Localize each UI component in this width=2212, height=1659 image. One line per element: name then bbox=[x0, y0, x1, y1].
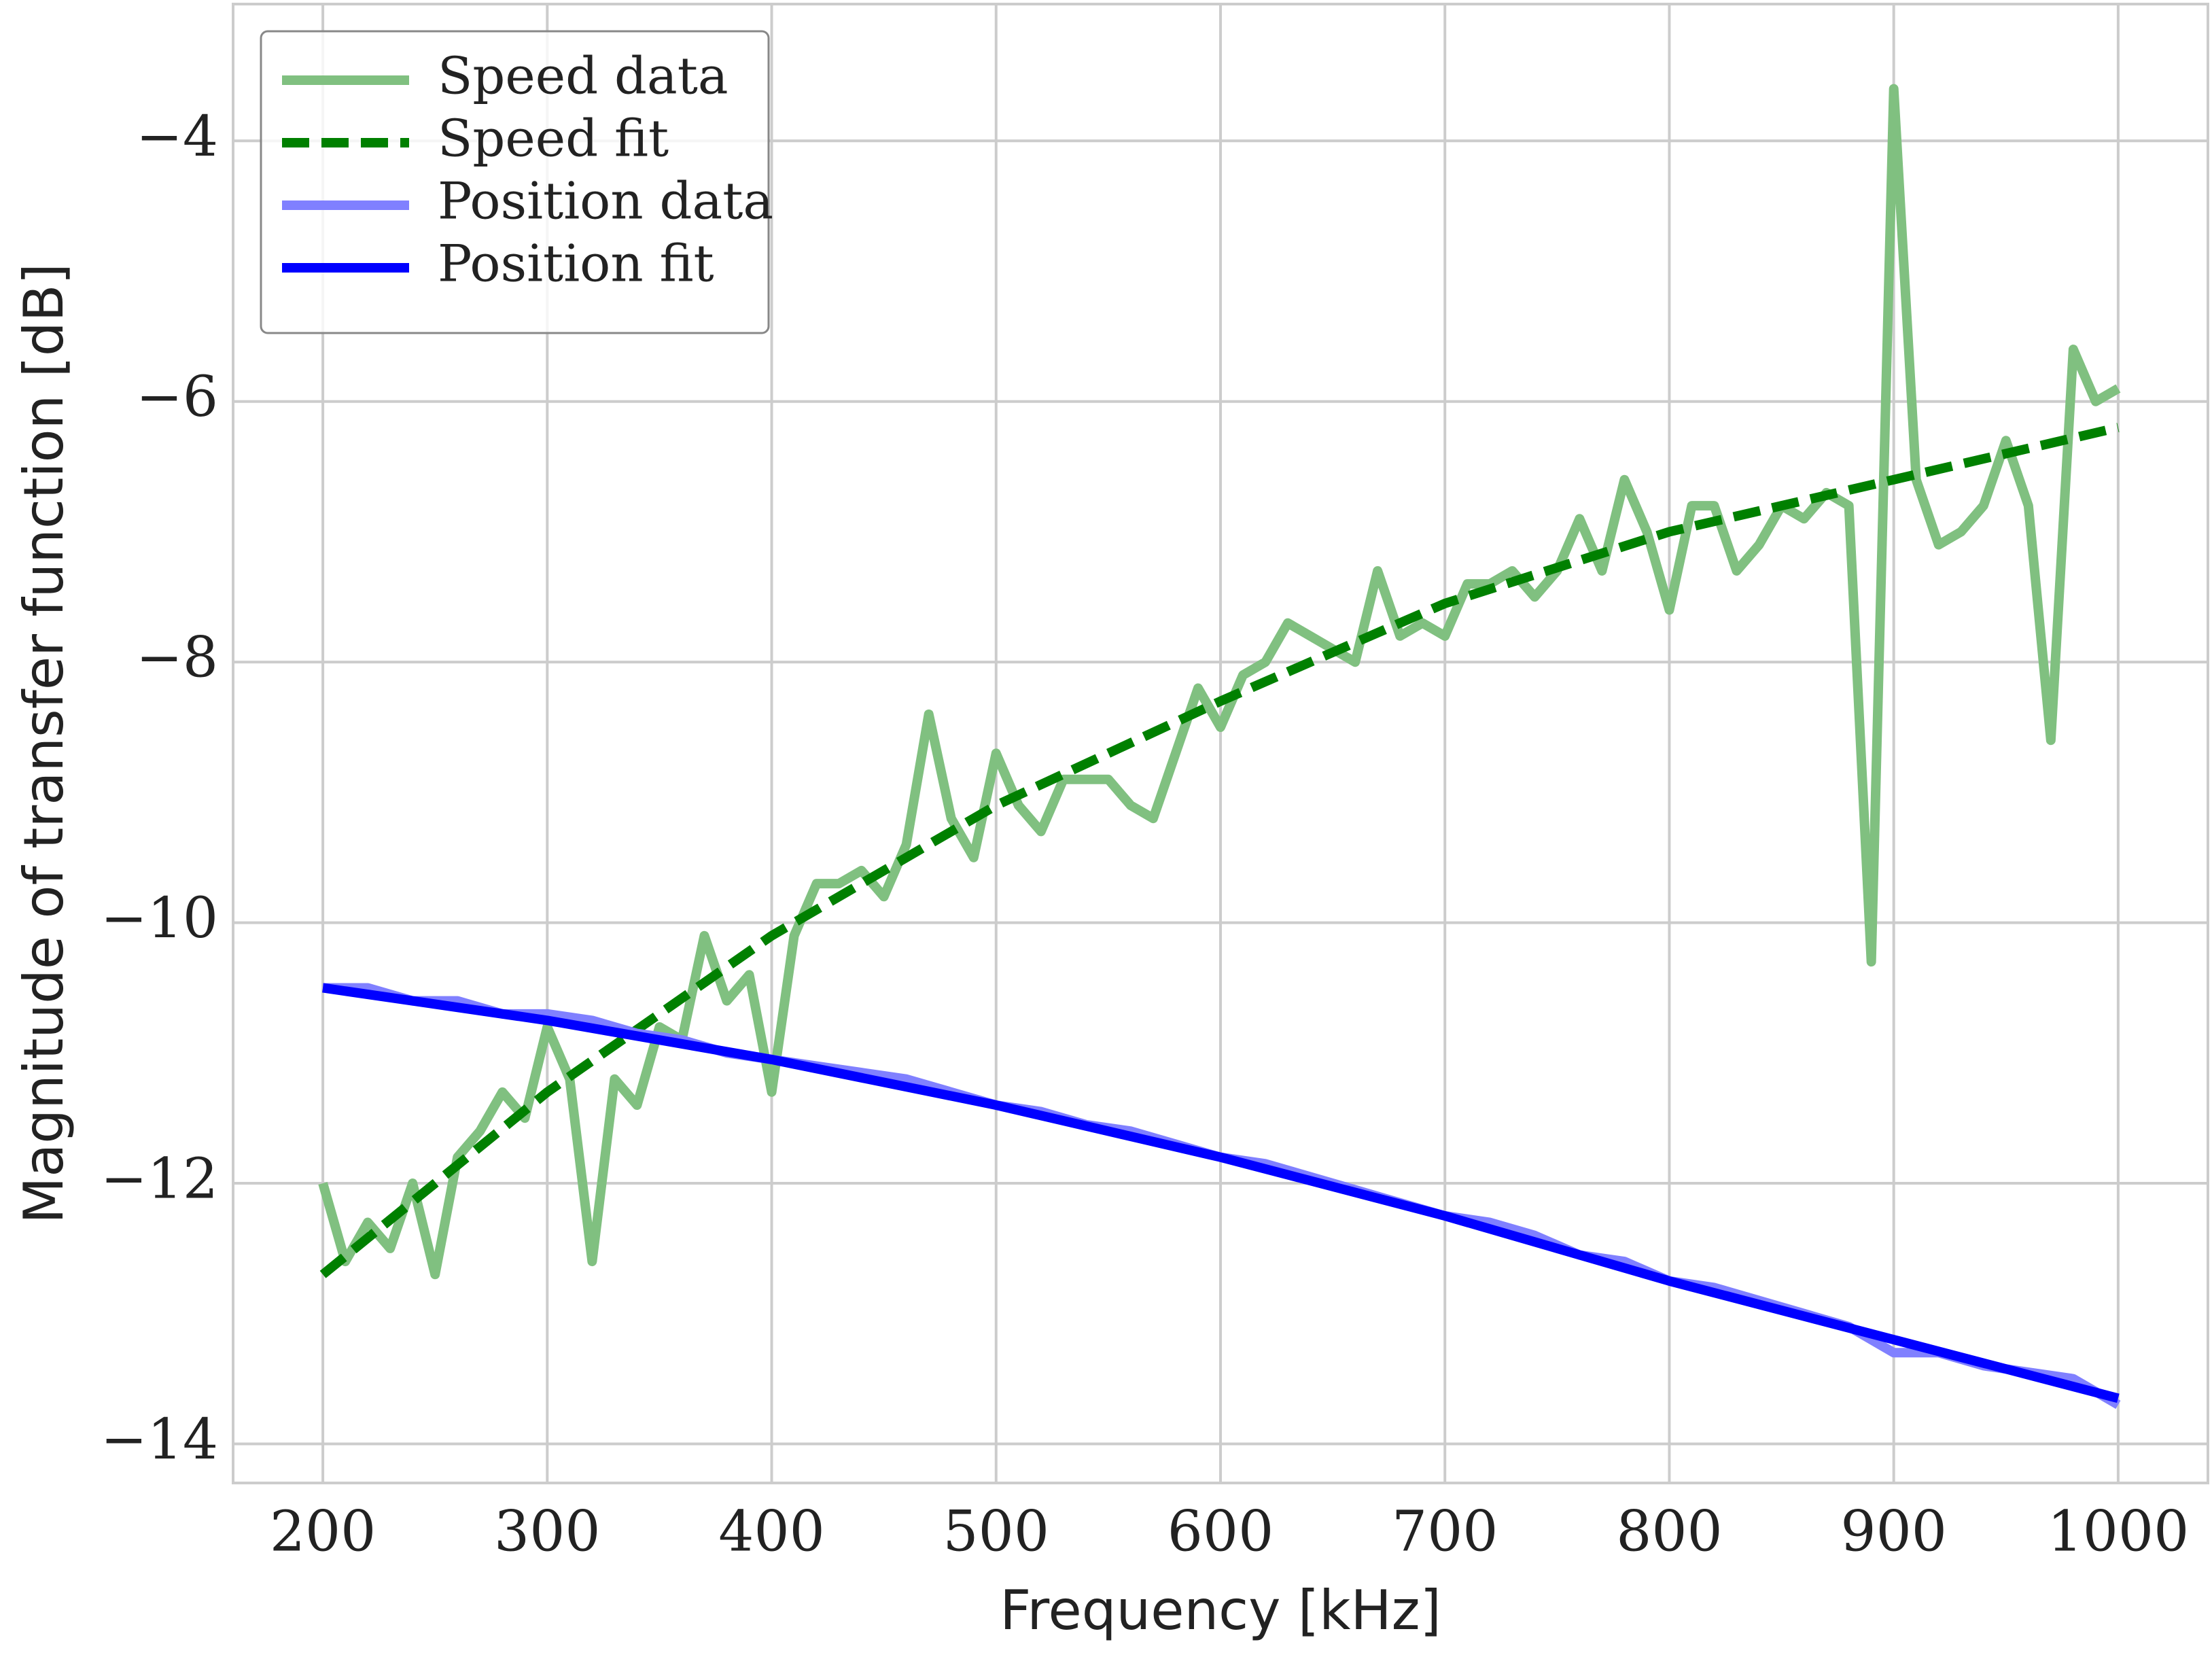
x-tick-label: 700 bbox=[1392, 1500, 1498, 1565]
x-tick-label: 900 bbox=[1840, 1500, 1947, 1565]
legend-label: Position data bbox=[438, 171, 773, 230]
x-tick-label: 1000 bbox=[2048, 1500, 2190, 1565]
legend-label: Speed fit bbox=[438, 108, 669, 168]
y-tick-label: −10 bbox=[101, 886, 218, 951]
x-tick-label: 500 bbox=[943, 1500, 1050, 1565]
y-tick-label: −12 bbox=[101, 1147, 218, 1212]
x-tick-label: 300 bbox=[494, 1500, 601, 1565]
x-axis-label: Frequency [kHz] bbox=[1000, 1579, 1441, 1642]
legend-box bbox=[260, 30, 770, 334]
x-tick-label: 400 bbox=[718, 1500, 825, 1565]
x-tick-label: 800 bbox=[1616, 1500, 1723, 1565]
x-tick-label: 600 bbox=[1168, 1500, 1274, 1565]
series-line bbox=[322, 983, 2120, 1403]
y-tick-label: −6 bbox=[136, 365, 218, 430]
legend-label: Speed data bbox=[438, 46, 728, 105]
series-line bbox=[319, 423, 2120, 1278]
y-tick-label: −14 bbox=[101, 1408, 218, 1472]
x-tick-label: 200 bbox=[270, 1500, 376, 1565]
y-axis-label: Magnitude of transfer function [dB] bbox=[12, 263, 75, 1223]
y-tick-label: −4 bbox=[136, 105, 218, 169]
y-tick-label: −8 bbox=[136, 626, 218, 691]
legend-label: Position fit bbox=[438, 233, 714, 293]
